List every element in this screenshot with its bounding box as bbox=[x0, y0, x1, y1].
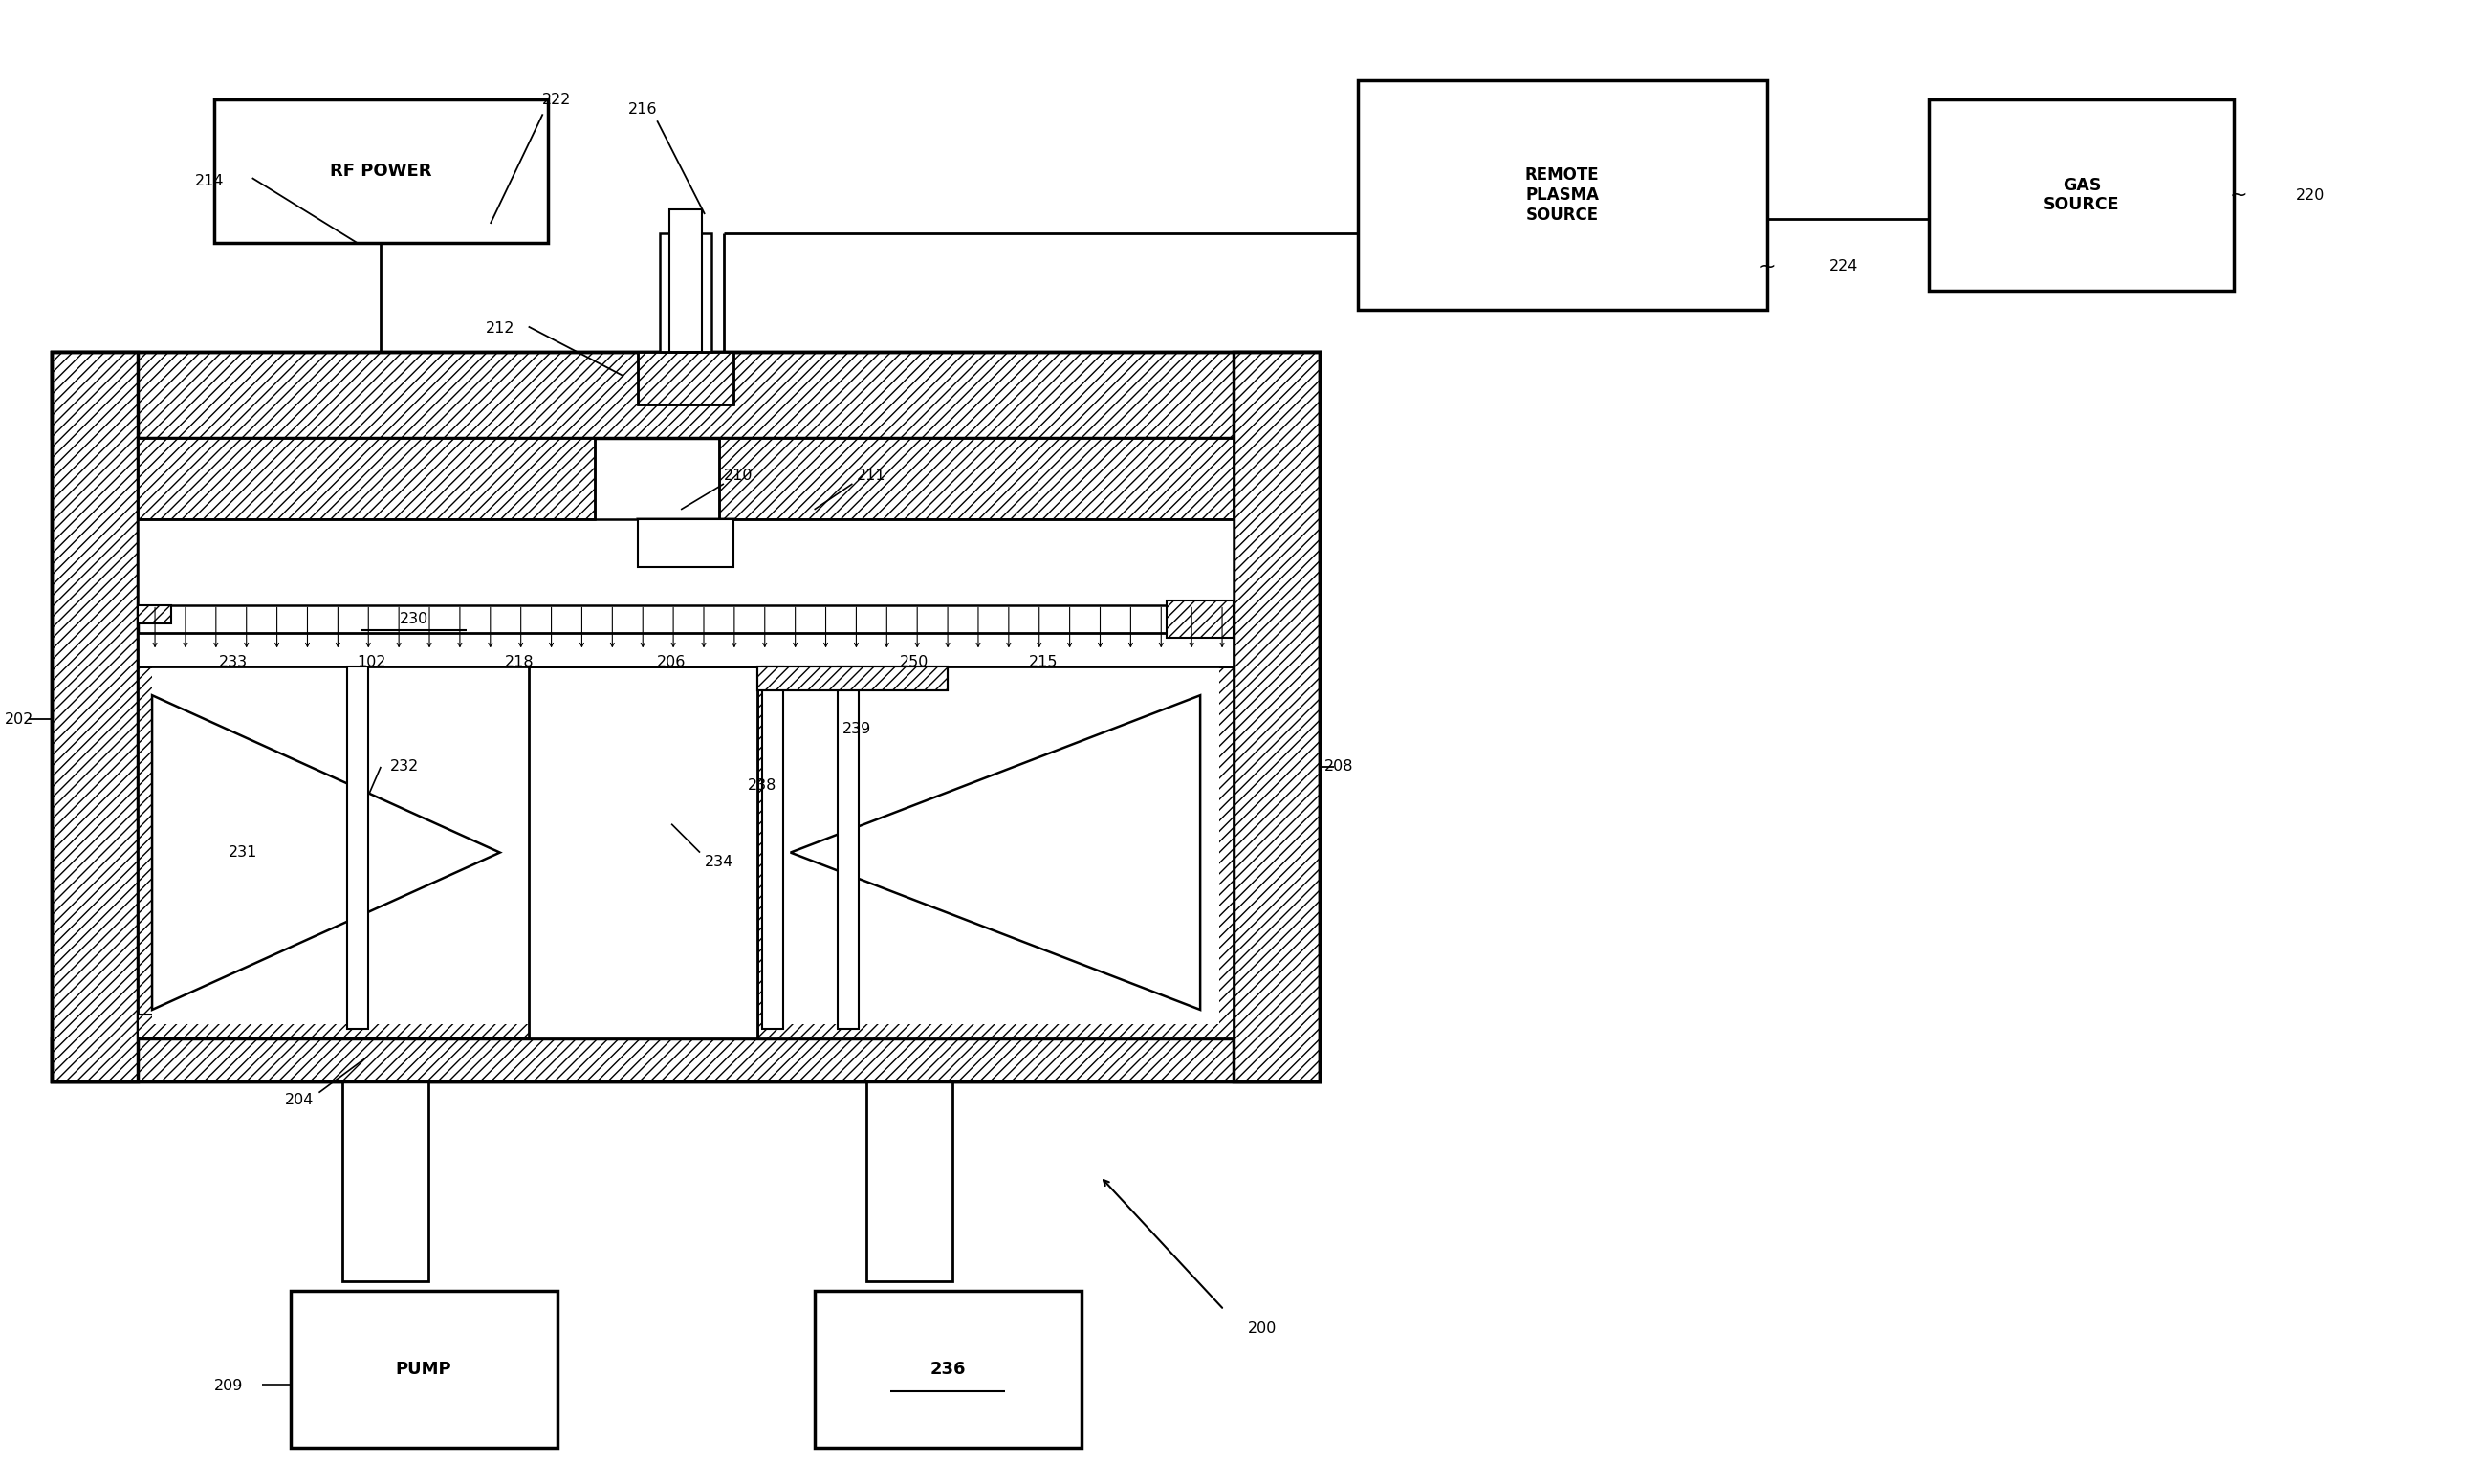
Polygon shape bbox=[153, 696, 499, 1009]
Bar bbox=[867, 1082, 953, 1281]
Bar bbox=[758, 666, 948, 690]
Polygon shape bbox=[790, 696, 1200, 1009]
Text: 102: 102 bbox=[356, 654, 385, 669]
Bar bbox=[138, 634, 1233, 666]
Bar bbox=[758, 666, 1233, 1039]
Text: 218: 218 bbox=[504, 654, 534, 669]
Text: 206: 206 bbox=[657, 654, 687, 669]
Bar bbox=[138, 438, 595, 519]
Bar bbox=[138, 519, 1233, 605]
Polygon shape bbox=[637, 519, 734, 562]
Bar bbox=[719, 438, 1233, 519]
Bar bbox=[637, 352, 734, 405]
Bar bbox=[348, 666, 368, 1028]
Text: 208: 208 bbox=[1324, 760, 1354, 775]
Text: 200: 200 bbox=[1247, 1322, 1277, 1336]
Text: REMOTE
PLASMA
SOURCE: REMOTE PLASMA SOURCE bbox=[1524, 166, 1601, 224]
Bar bbox=[815, 1291, 1082, 1448]
Bar bbox=[1358, 80, 1766, 310]
Text: RF POWER: RF POWER bbox=[331, 163, 432, 180]
Text: 238: 238 bbox=[748, 779, 776, 792]
Text: 232: 232 bbox=[390, 760, 420, 775]
Bar bbox=[52, 1039, 1319, 1082]
Bar bbox=[659, 233, 711, 352]
Bar bbox=[138, 653, 566, 666]
Bar bbox=[771, 666, 1220, 1024]
Bar bbox=[719, 438, 1233, 519]
Bar bbox=[215, 99, 548, 243]
Bar bbox=[1166, 600, 1233, 638]
Bar bbox=[637, 519, 734, 567]
Bar bbox=[52, 352, 1319, 438]
Text: 212: 212 bbox=[484, 322, 514, 335]
Bar bbox=[1233, 352, 1319, 1082]
Text: 210: 210 bbox=[724, 469, 753, 484]
Text: GAS
SOURCE: GAS SOURCE bbox=[2043, 177, 2119, 214]
Text: 214: 214 bbox=[195, 174, 225, 188]
Bar bbox=[52, 352, 138, 1082]
Text: ~: ~ bbox=[2230, 186, 2248, 205]
Bar bbox=[1200, 605, 1233, 623]
Bar bbox=[291, 1291, 558, 1448]
Text: 234: 234 bbox=[704, 855, 734, 870]
Text: 224: 224 bbox=[1828, 260, 1857, 273]
Bar bbox=[637, 352, 734, 405]
Bar bbox=[153, 666, 553, 1024]
Text: 202: 202 bbox=[5, 712, 35, 726]
Text: 230: 230 bbox=[400, 611, 430, 626]
Text: 215: 215 bbox=[1028, 654, 1057, 669]
Bar bbox=[138, 1015, 566, 1039]
Text: 216: 216 bbox=[627, 102, 657, 117]
Bar bbox=[837, 666, 860, 1028]
Bar bbox=[758, 666, 948, 690]
Bar bbox=[138, 438, 595, 519]
Bar bbox=[138, 666, 185, 1039]
Text: ~: ~ bbox=[1759, 257, 1776, 276]
Text: 211: 211 bbox=[857, 469, 887, 484]
Text: 222: 222 bbox=[543, 92, 571, 107]
Text: PUMP: PUMP bbox=[395, 1361, 452, 1377]
Text: 209: 209 bbox=[215, 1379, 242, 1393]
Text: 236: 236 bbox=[929, 1361, 966, 1377]
Bar bbox=[1929, 99, 2233, 291]
Bar bbox=[529, 666, 758, 1039]
Text: 204: 204 bbox=[284, 1094, 314, 1107]
Text: 220: 220 bbox=[2295, 188, 2324, 202]
Text: 233: 233 bbox=[220, 654, 247, 669]
Bar bbox=[343, 1082, 427, 1281]
Bar bbox=[138, 605, 170, 623]
Text: 250: 250 bbox=[899, 654, 929, 669]
Text: 231: 231 bbox=[227, 846, 257, 859]
Bar bbox=[669, 209, 701, 352]
Text: 239: 239 bbox=[842, 721, 872, 736]
Bar bbox=[761, 666, 783, 1028]
Bar bbox=[138, 666, 566, 1039]
Bar bbox=[52, 352, 1319, 1082]
